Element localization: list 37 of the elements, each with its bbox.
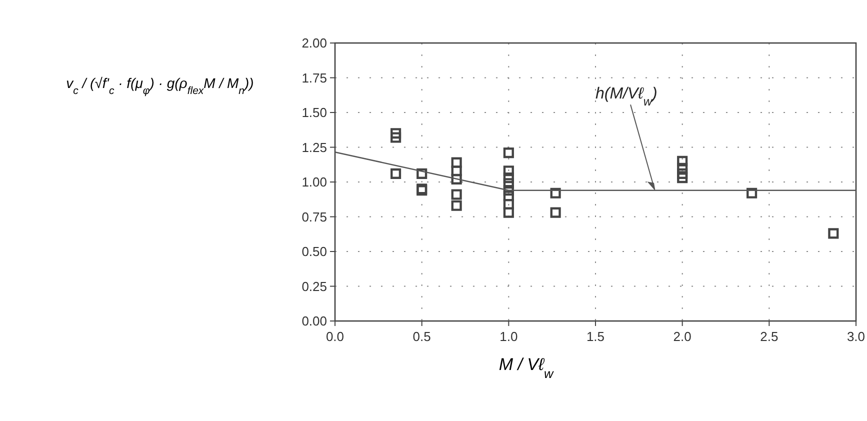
y-tick-label: 1.25 bbox=[302, 140, 327, 155]
point bbox=[451, 189, 462, 200]
y-tick-label: 0.50 bbox=[302, 244, 327, 259]
point bbox=[451, 174, 462, 185]
point bbox=[550, 188, 561, 198]
x-tick-label: 2.5 bbox=[760, 329, 778, 344]
y-tick-label: 1.75 bbox=[302, 70, 327, 86]
x-tick-label: 1.5 bbox=[586, 329, 605, 344]
point bbox=[390, 168, 402, 179]
point bbox=[746, 188, 758, 198]
x-tick-label: 3.0 bbox=[846, 329, 866, 344]
y-tick-label: 1.00 bbox=[302, 174, 327, 190]
annotation: h(M/Vℓ$_{w}$) bbox=[596, 86, 658, 109]
point bbox=[416, 168, 428, 179]
point bbox=[503, 166, 514, 176]
point bbox=[828, 228, 839, 239]
x-tick-label: 2.0 bbox=[673, 329, 692, 344]
point bbox=[451, 200, 462, 211]
x-tick-label: 1.0 bbox=[500, 329, 518, 344]
point bbox=[677, 156, 688, 166]
text: v$_{c}$ / (√f'$_{c}$ · f(μ$_{φ}$) · g(ρ$_{flex}$M / M$_{n}$)) bbox=[66, 75, 254, 97]
point bbox=[503, 148, 514, 158]
point bbox=[550, 207, 561, 218]
y-tick-label: 2.00 bbox=[302, 36, 327, 50]
y-tick-label: 0.25 bbox=[302, 278, 327, 294]
point bbox=[503, 207, 514, 218]
x-tick-label: 0.5 bbox=[412, 329, 431, 344]
point bbox=[390, 128, 402, 139]
y-tick-label: 0.00 bbox=[302, 314, 327, 328]
point bbox=[390, 132, 402, 143]
point bbox=[503, 172, 514, 184]
point bbox=[677, 172, 688, 184]
y-tick-label: 1.50 bbox=[302, 105, 327, 120]
point bbox=[451, 157, 462, 168]
x-axis-title: M / Vℓ$_{w}$ bbox=[498, 355, 554, 380]
x-tick-label: 0.0 bbox=[326, 329, 344, 344]
y-tick-label: 0.75 bbox=[302, 209, 327, 224]
